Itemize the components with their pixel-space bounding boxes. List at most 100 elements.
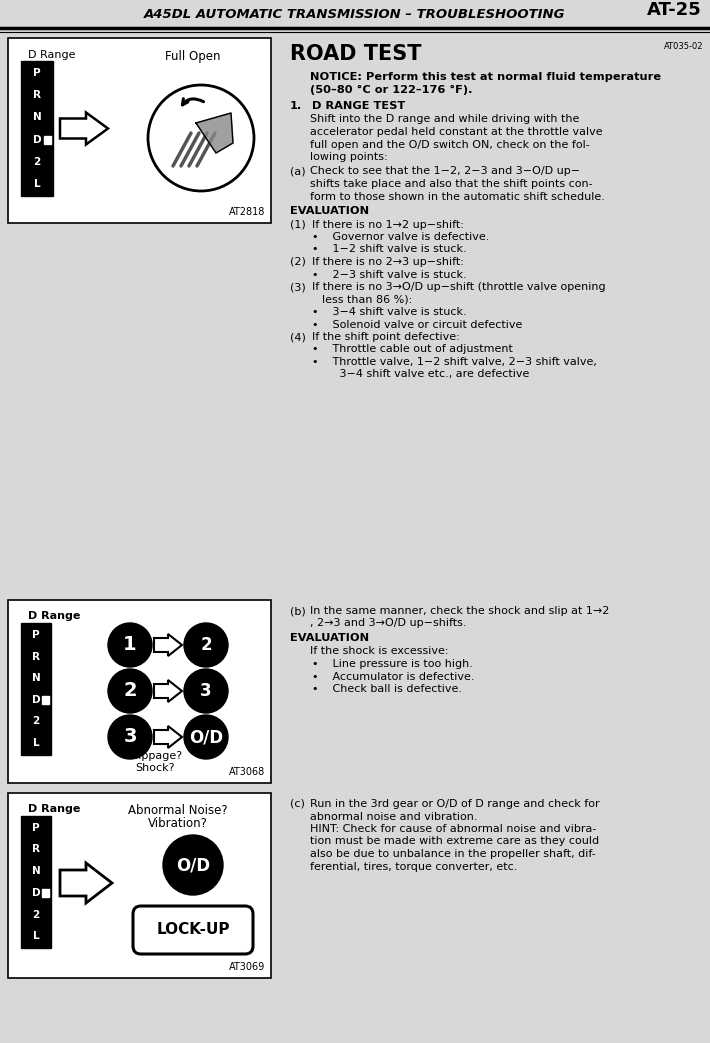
FancyArrow shape [154, 634, 182, 656]
Text: •    Line pressure is too high.: • Line pressure is too high. [312, 659, 473, 669]
FancyArrow shape [60, 863, 112, 903]
Bar [44, 136, 51, 144]
Text: 2: 2 [124, 681, 137, 701]
Text: abnormal noise and vibration.: abnormal noise and vibration. [310, 811, 478, 822]
Bar [8, 38, 271, 223]
Bar [42, 889, 49, 897]
Text: D Range: D Range [28, 50, 75, 60]
Text: (3): (3) [290, 282, 306, 292]
Bar [22, 62, 52, 195]
Text: less than 86 %):: less than 86 %): [322, 294, 413, 305]
Bar [8, 600, 271, 783]
Text: (2): (2) [290, 257, 306, 267]
FancyArrow shape [60, 113, 108, 145]
Text: N: N [33, 113, 41, 122]
Text: Run in the 3rd gear or O/D of D range and check for: Run in the 3rd gear or O/D of D range an… [310, 799, 600, 809]
Text: •    Accumulator is defective.: • Accumulator is defective. [312, 672, 474, 681]
Text: 1: 1 [124, 635, 137, 655]
Text: lowing points:: lowing points: [310, 152, 388, 162]
Text: 2: 2 [33, 717, 40, 727]
Text: If there is no 1→2 up−shift:: If there is no 1→2 up−shift: [312, 219, 464, 229]
Text: In the same manner, check the shock and slip at 1→2: In the same manner, check the shock and … [310, 606, 609, 616]
Text: shifts take place and also that the shift points con-: shifts take place and also that the shif… [310, 179, 593, 189]
Text: 2: 2 [33, 909, 40, 920]
Text: •    Solenoid valve or circuit defective: • Solenoid valve or circuit defective [312, 319, 523, 330]
Bar [22, 624, 50, 754]
Text: NOTICE: Perform this test at normal fluid temperature: NOTICE: Perform this test at normal flui… [310, 72, 661, 82]
Text: D: D [33, 135, 41, 145]
FancyArrow shape [154, 726, 182, 748]
Text: •    2−3 shift valve is stuck.: • 2−3 shift valve is stuck. [312, 269, 466, 280]
Text: R: R [33, 91, 41, 100]
Text: D: D [32, 888, 40, 898]
Text: form to those shown in the automatic shift schedule.: form to those shown in the automatic shi… [310, 192, 605, 201]
Text: P: P [32, 823, 40, 832]
Text: (4): (4) [290, 332, 306, 342]
Text: AT3068: AT3068 [229, 767, 265, 777]
Text: •    Throttle valve, 1−2 shift valve, 2−3 shift valve,: • Throttle valve, 1−2 shift valve, 2−3 s… [312, 357, 597, 367]
Text: P: P [33, 68, 40, 78]
Text: O/D: O/D [176, 856, 210, 874]
Text: HINT: Check for cause of abnormal noise and vibra-: HINT: Check for cause of abnormal noise … [310, 824, 596, 834]
Text: (b): (b) [290, 606, 306, 616]
Text: (c): (c) [290, 799, 305, 809]
Bar [21, 623, 51, 755]
Text: P: P [32, 630, 40, 639]
Text: 3−4 shift valve etc., are defective: 3−4 shift valve etc., are defective [322, 369, 530, 380]
Circle shape [108, 715, 152, 759]
Text: Vibration?: Vibration? [148, 817, 208, 830]
Text: Slippage?: Slippage? [128, 751, 182, 761]
Text: Abnormal Noise?: Abnormal Noise? [129, 804, 228, 817]
Text: L: L [33, 931, 39, 941]
Text: Shift into the D range and while driving with the: Shift into the D range and while driving… [310, 115, 579, 124]
Text: (a): (a) [290, 167, 305, 176]
Bar [8, 793, 271, 978]
Text: A45DL AUTOMATIC TRANSMISSION – TROUBLESHOOTING: A45DL AUTOMATIC TRANSMISSION – TROUBLESH… [144, 7, 566, 21]
Text: AT-25: AT-25 [648, 1, 702, 19]
Text: full open and the O/D switch ON, check on the fol-: full open and the O/D switch ON, check o… [310, 140, 590, 149]
Text: (1): (1) [290, 219, 306, 229]
Text: N: N [32, 673, 40, 683]
Text: EVALUATION: EVALUATION [290, 633, 369, 642]
Text: If there is no 3→O/D up−shift (throttle valve opening: If there is no 3→O/D up−shift (throttle … [312, 282, 606, 292]
Bar [0, 0, 710, 38]
Text: accelerator pedal held constant at the throttle valve: accelerator pedal held constant at the t… [310, 127, 603, 137]
Text: Check to see that the 1−2, 2−3 and 3−O/D up−: Check to see that the 1−2, 2−3 and 3−O/D… [310, 167, 580, 176]
Text: tion must be made with extreme care as they could: tion must be made with extreme care as t… [310, 836, 599, 847]
Text: Full Open: Full Open [165, 50, 221, 63]
Text: •    3−4 shift valve is stuck.: • 3−4 shift valve is stuck. [312, 307, 466, 317]
FancyBboxPatch shape [133, 906, 253, 954]
Text: N: N [32, 866, 40, 876]
Text: AT3069: AT3069 [229, 962, 265, 972]
Bar [22, 817, 50, 947]
Text: Shock?: Shock? [135, 763, 175, 773]
Text: If the shift point defective:: If the shift point defective: [312, 332, 460, 342]
Text: D: D [32, 695, 40, 705]
Text: LOCK-UP: LOCK-UP [156, 922, 230, 938]
Text: AT2818: AT2818 [229, 207, 265, 217]
Text: •    Check ball is defective.: • Check ball is defective. [312, 684, 462, 694]
Text: •    Governor valve is defective.: • Governor valve is defective. [312, 232, 489, 242]
Text: D Range: D Range [28, 611, 80, 621]
Text: If there is no 2→3 up−shift:: If there is no 2→3 up−shift: [312, 257, 464, 267]
Text: 2: 2 [200, 636, 212, 654]
Text: 3: 3 [200, 682, 212, 700]
Text: L: L [33, 179, 40, 189]
Text: 1.: 1. [290, 101, 302, 111]
Text: ROAD TEST: ROAD TEST [290, 44, 422, 64]
Bar [21, 816, 51, 948]
Text: O/D: O/D [189, 728, 223, 746]
Text: •    1−2 shift valve is stuck.: • 1−2 shift valve is stuck. [312, 244, 466, 254]
Circle shape [108, 669, 152, 713]
Text: R: R [32, 845, 40, 854]
Text: ferential, tires, torque converter, etc.: ferential, tires, torque converter, etc. [310, 862, 518, 872]
FancyArrow shape [154, 680, 182, 702]
Text: D Range: D Range [28, 804, 80, 814]
Circle shape [108, 623, 152, 668]
Circle shape [184, 669, 228, 713]
Text: EVALUATION: EVALUATION [290, 207, 369, 216]
Text: (50–80 °C or 122–176 °F).: (50–80 °C or 122–176 °F). [310, 84, 472, 95]
Polygon shape [196, 113, 233, 153]
Bar [21, 60, 53, 196]
Text: L: L [33, 738, 39, 748]
